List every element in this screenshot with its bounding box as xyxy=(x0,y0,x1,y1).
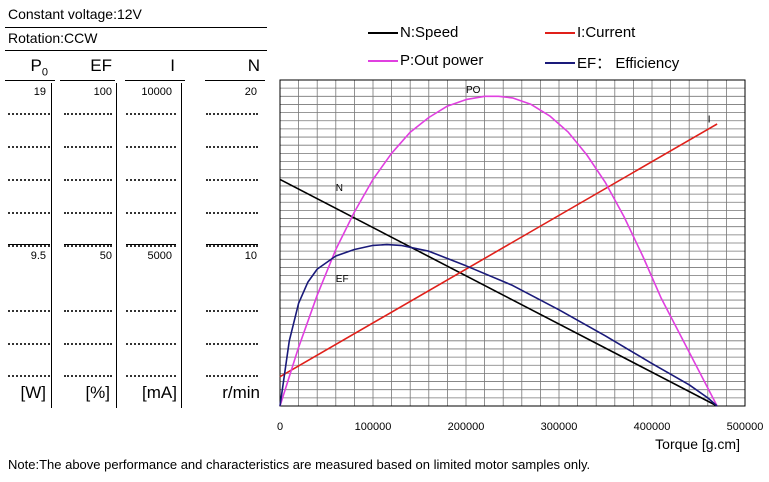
col-underline xyxy=(205,80,265,81)
series-label-i: I xyxy=(708,114,711,125)
series-label-ef: EF xyxy=(336,274,349,285)
col-separator xyxy=(116,83,117,408)
col-head-ef: EF xyxy=(90,56,112,75)
unit-p: [W] xyxy=(20,383,47,402)
table-dotted-line xyxy=(64,212,112,214)
table-dotted-line xyxy=(8,146,50,148)
ef-mid-value: 50 xyxy=(99,250,112,262)
legend-swatch xyxy=(368,31,398,34)
series-line-po xyxy=(279,95,718,407)
header-divider-2 xyxy=(5,50,267,51)
col-separator xyxy=(181,83,182,408)
x-tick-label: 500000 xyxy=(727,421,764,433)
table-dotted-line xyxy=(64,146,112,148)
table-dotted-line xyxy=(8,310,50,312)
table-dotted-line xyxy=(206,343,258,345)
series-label-po: PO xyxy=(466,85,481,96)
table-dotted-line xyxy=(126,245,176,247)
table-dotted-line xyxy=(206,146,258,148)
col-underline xyxy=(60,80,115,81)
table-dotted-line xyxy=(126,375,176,377)
voltage-label: Constant voltage:12V xyxy=(8,6,142,22)
table-mid-line xyxy=(64,244,112,245)
chart-grid xyxy=(279,79,746,407)
legend-power: P:Out power xyxy=(368,52,483,69)
legend-swatch xyxy=(545,61,575,64)
series-line-n xyxy=(279,178,718,407)
i-top-value: 10000 xyxy=(141,86,172,98)
p-mid-value: 9.5 xyxy=(30,250,46,262)
table-dotted-line xyxy=(206,310,258,312)
table-dotted-line xyxy=(8,212,50,214)
legend-swatch xyxy=(545,31,575,34)
table-dotted-line xyxy=(64,113,112,115)
table-dotted-line xyxy=(8,245,50,247)
table-mid-line xyxy=(8,244,50,245)
table-mid-line xyxy=(126,244,176,245)
n-mid-value: 10 xyxy=(244,250,257,262)
table-dotted-line xyxy=(206,375,258,377)
table-dotted-line xyxy=(206,179,258,181)
table-dotted-line xyxy=(64,245,112,247)
unit-i: [mA] xyxy=(142,383,177,402)
table-dotted-line xyxy=(126,179,176,181)
col-head-n: N xyxy=(247,56,260,75)
x-tick-label: 300000 xyxy=(541,421,578,433)
legend-current: I:Current xyxy=(545,24,635,41)
plot-frame xyxy=(279,79,746,407)
table-dotted-line xyxy=(8,179,50,181)
table-dotted-line xyxy=(64,310,112,312)
unit-ef: [%] xyxy=(85,383,110,402)
p-top-value: 19 xyxy=(33,86,46,98)
table-dotted-line xyxy=(206,113,258,115)
table-dotted-line xyxy=(8,375,50,377)
table-dotted-line xyxy=(206,212,258,214)
ef-top-value: 100 xyxy=(93,86,112,98)
series-line-ef xyxy=(279,243,718,407)
x-tick-label: 0 xyxy=(277,421,283,433)
table-dotted-line xyxy=(126,212,176,214)
col-head-p: P0 xyxy=(30,56,48,79)
note-text: Note:The above performance and character… xyxy=(8,457,591,472)
table-dotted-line xyxy=(8,343,50,345)
series-line-i xyxy=(279,123,718,378)
table-dotted-line xyxy=(206,245,258,247)
x-tick-label: 400000 xyxy=(634,421,671,433)
chart-series xyxy=(279,95,718,407)
table-dotted-line xyxy=(8,113,50,115)
col-separator xyxy=(51,83,52,408)
n-top-value: 20 xyxy=(244,86,257,98)
x-tick-label: 100000 xyxy=(355,421,392,433)
unit-n: r/min xyxy=(222,383,260,402)
col-underline xyxy=(5,80,55,81)
table-dotted-line xyxy=(126,310,176,312)
chart-labels: 0 100000 200000 300000 400000 500000 Torque [g… xyxy=(277,85,763,452)
table-dotted-line xyxy=(126,343,176,345)
rotation-label: Rotation:CCW xyxy=(8,30,98,46)
table-dotted-line xyxy=(64,179,112,181)
x-axis-label: Torque [g.cm] xyxy=(655,436,740,452)
x-tick-label: 200000 xyxy=(448,421,485,433)
legend-efficiency: EF： Efficiency xyxy=(545,52,679,73)
table-dotted-line xyxy=(64,375,112,377)
legend-swatch xyxy=(368,59,398,62)
header-divider xyxy=(5,27,267,28)
table-dotted-line xyxy=(126,113,176,115)
legend-speed: N:Speed xyxy=(368,24,458,41)
table-dotted-line xyxy=(126,146,176,148)
series-label-n: N xyxy=(336,183,343,194)
i-mid-value: 5000 xyxy=(147,250,172,262)
table-mid-line xyxy=(206,244,258,245)
col-head-i: I xyxy=(170,56,175,75)
col-underline xyxy=(125,80,185,81)
table-dotted-line xyxy=(64,343,112,345)
